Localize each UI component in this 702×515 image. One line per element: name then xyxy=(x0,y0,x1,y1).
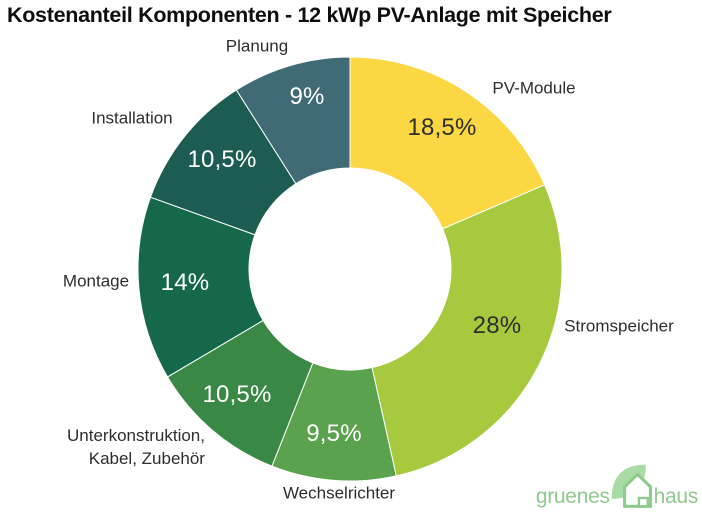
segment-value-label-5: 10,5% xyxy=(187,146,257,173)
segment-value-label-1: 28% xyxy=(472,312,522,339)
segment-label-6: Planung xyxy=(225,36,289,56)
gruenes-haus-logo: gruenes haus xyxy=(536,460,698,510)
segment-value-label-0: 18,5% xyxy=(407,114,477,141)
segment-value-label-6: 9% xyxy=(289,83,325,110)
leaf-house-icon xyxy=(607,460,657,510)
segment-label-5: Installation xyxy=(91,108,173,128)
logo-word-right: haus xyxy=(653,485,699,508)
segment-label-3: Unterkonstruktion, Kabel, Zubehör xyxy=(67,426,205,468)
segment-label-2: Wechselrichter xyxy=(282,483,396,503)
donut-segment-0 xyxy=(349,56,546,230)
logo-word-left: gruenes xyxy=(535,485,610,508)
segment-label-1: Stromspeicher xyxy=(564,316,674,336)
segment-label-0: PV-Module xyxy=(492,78,576,98)
donut-segment-1 xyxy=(371,184,563,477)
segment-label-4: Montage xyxy=(62,271,130,291)
segment-value-label-3: 10,5% xyxy=(202,381,272,408)
donut-segment-4 xyxy=(137,196,264,378)
segment-value-label-2: 9,5% xyxy=(306,420,362,447)
chart-title: Kostenanteil Komponenten - 12 kWp PV-Anl… xyxy=(7,3,612,27)
donut-segment-6 xyxy=(235,56,351,185)
segment-value-label-4: 14% xyxy=(160,269,210,296)
